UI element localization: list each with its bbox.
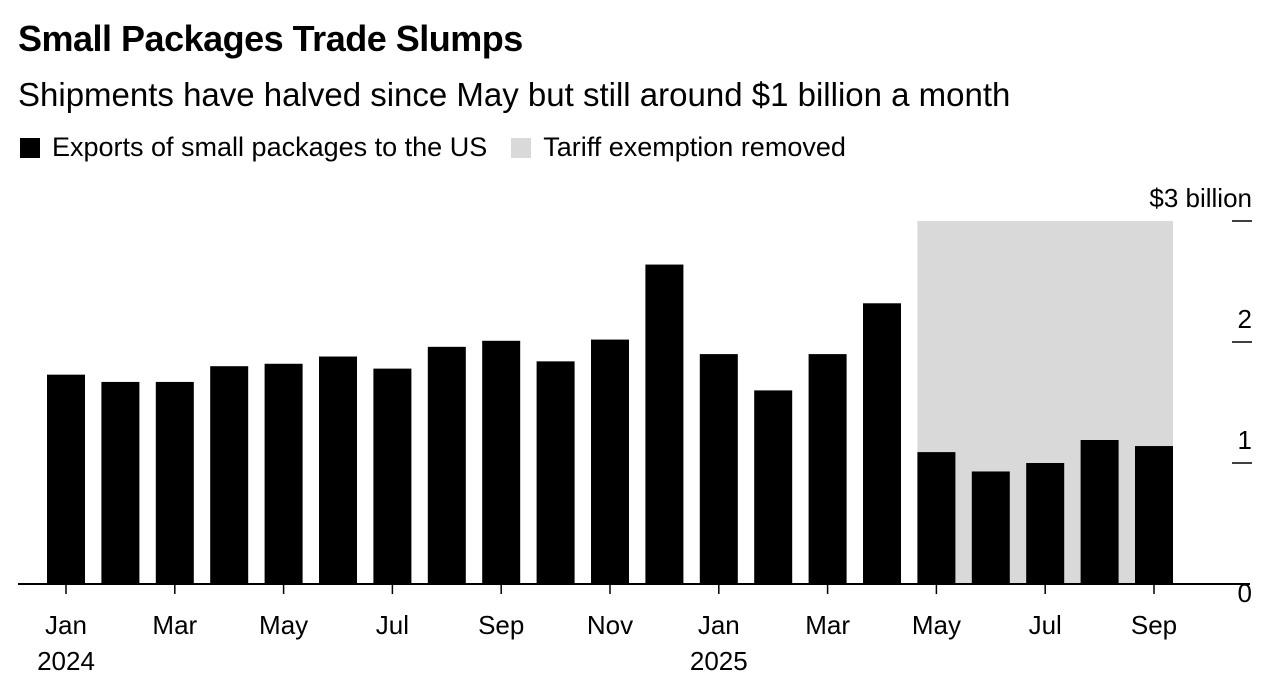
chart-title: Small Packages Trade Slumps: [18, 18, 523, 59]
bar-2024-05: [264, 363, 303, 584]
bar-2025-09: [1135, 446, 1173, 584]
bar-2025-05: [917, 452, 956, 584]
x-tick-label: Jul: [376, 610, 409, 640]
bar-2025-03: [808, 354, 847, 584]
legend-item-exports: Exports of small packages to the US: [20, 132, 487, 163]
x-tick-year-label: 2025: [690, 646, 748, 676]
x-tick-label: Jan: [698, 610, 740, 640]
y-tick-label: 2: [1238, 304, 1252, 334]
bar-2024-07: [373, 368, 412, 584]
legend-swatch-exports: [20, 137, 40, 158]
chart-subtitle: Shipments have halved since May but stil…: [18, 76, 1011, 113]
legend-label-tariff: Tariff exemption removed: [543, 132, 846, 162]
x-tick-label: Jul: [1029, 610, 1062, 640]
y-tick-label: 0: [1238, 578, 1252, 608]
x-tick-label: Jan: [45, 610, 87, 640]
bar-2024-01: [47, 374, 85, 584]
bar-2024-10: [536, 361, 575, 584]
x-tick-year-label: 2024: [37, 646, 95, 676]
bar-2025-08: [1080, 440, 1119, 584]
bar-2025-01: [699, 354, 738, 584]
legend-swatch-tariff: [511, 137, 532, 158]
bar-2024-04: [210, 366, 249, 584]
bar-2024-06: [319, 356, 357, 584]
x-tick-label: Nov: [587, 610, 633, 640]
x-tick-label: Mar: [152, 610, 197, 640]
bar-2024-09: [482, 340, 521, 584]
bar-2024-12: [645, 264, 684, 584]
x-tick-label: May: [912, 610, 961, 640]
x-tick-label: May: [259, 610, 308, 640]
bar-2024-11: [591, 339, 629, 584]
bar-2025-07: [1026, 463, 1065, 584]
bar-2024-03: [155, 381, 194, 584]
bar-2025-06: [971, 471, 1010, 584]
bar-2024-08: [427, 346, 466, 584]
legend: Exports of small packages to the US Tari…: [20, 132, 870, 163]
bar-2025-04: [863, 303, 901, 584]
bar-2024-02: [101, 381, 140, 584]
legend-item-tariff: Tariff exemption removed: [511, 132, 846, 163]
x-tick-label: Sep: [1131, 610, 1177, 640]
x-tick-label: Mar: [805, 610, 850, 640]
y-tick-label: $3 billion: [1149, 183, 1252, 213]
x-tick-label: Sep: [478, 610, 524, 640]
bar-2025-02: [754, 390, 793, 584]
legend-label-exports: Exports of small packages to the US: [52, 132, 488, 162]
y-tick-label: 1: [1238, 425, 1252, 455]
